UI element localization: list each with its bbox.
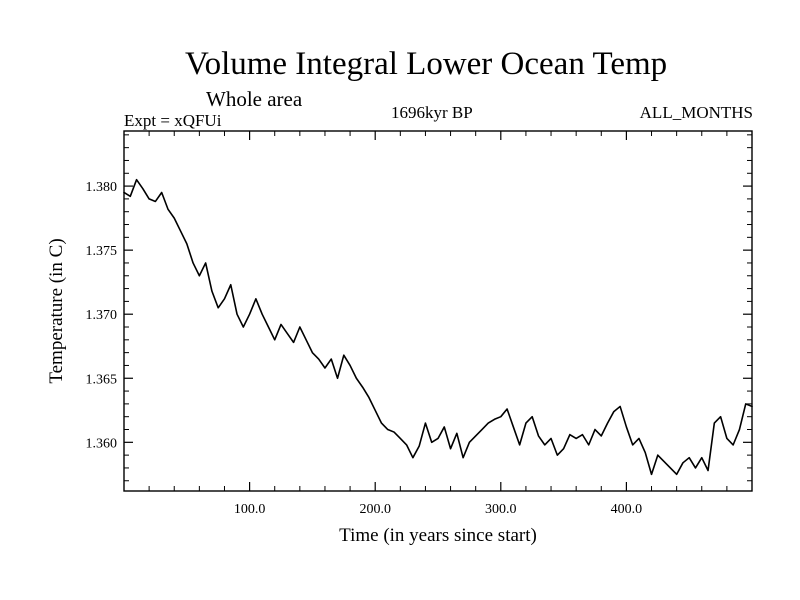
x-tick-label: 400.0 [611,502,643,517]
x-tick-label: 200.0 [359,502,391,517]
x-axis-title: Time (in years since start) [339,525,537,546]
x-tick-label: 100.0 [234,502,266,517]
y-tick-label: 1.380 [86,180,118,195]
y-tick-label: 1.370 [86,308,118,323]
y-axis-title: Temperature (in C) [46,238,67,383]
experiment-label: Expt = xQFUi [124,111,222,130]
y-tick-label: 1.360 [86,436,118,451]
months-label: ALL_MONTHS [639,103,753,122]
y-tick-label: 1.375 [86,244,118,259]
x-tick-label: 300.0 [485,502,517,517]
y-tick-label: 1.365 [86,372,118,387]
plot-frame [123,130,753,492]
x-axis: 100.0 200.0 300.0 400.0 [148,131,728,517]
y-axis: 1.360 1.365 1.370 1.375 1.380 [86,134,752,482]
period-label: 1696kyr BP [391,103,473,122]
chart-subtitle: Whole area [206,87,303,111]
chart-title: Volume Integral Lower Ocean Temp [185,46,668,82]
series-line [123,178,753,476]
